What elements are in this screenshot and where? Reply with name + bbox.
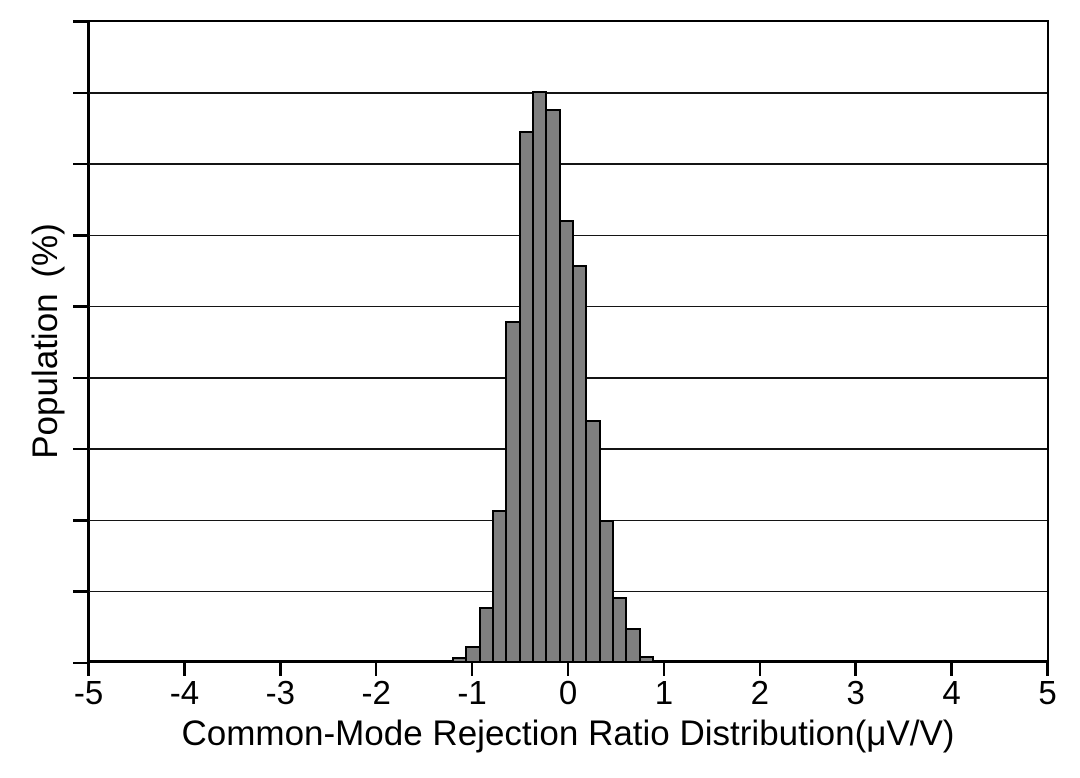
y-axis-tick: [73, 376, 87, 380]
x-axis-tick-label: -1: [457, 674, 487, 711]
x-axis-tick-label: 5: [1038, 674, 1057, 711]
x-axis-tick: [87, 662, 90, 676]
y-axis-tick: [73, 91, 87, 95]
x-axis-tick-label: 2: [750, 674, 769, 711]
y-axis-tick: [73, 162, 87, 166]
x-axis-title: Common-Mode Rejection Ratio Distribution…: [181, 714, 955, 753]
x-axis-tick-label: -4: [169, 674, 200, 711]
y-axis-tick: [73, 519, 87, 522]
x-axis-tick-label: -3: [265, 674, 295, 711]
y-axis-tick: [73, 590, 87, 593]
y-axis-title: Population (%): [26, 223, 65, 459]
x-axis-tick-label: 4: [942, 674, 961, 711]
histogram-bar: [598, 519, 614, 663]
x-axis-tick-label: 0: [558, 674, 578, 711]
x-axis-tick: [279, 662, 282, 676]
y-gridline: [89, 92, 1047, 94]
x-axis-tick: [854, 662, 857, 676]
x-axis-tick: [374, 662, 378, 676]
y-gridline: [89, 163, 1047, 165]
histogram-bar: [625, 628, 641, 663]
y-axis-tick: [73, 305, 87, 308]
histogram-bar: [638, 655, 654, 663]
y-axis-tick: [73, 20, 87, 23]
x-axis-tick: [183, 662, 186, 676]
x-axis-tick: [470, 662, 474, 676]
y-axis-tick: [73, 447, 87, 451]
x-axis-tick-label: -5: [73, 674, 104, 711]
y-axis-tick: [73, 234, 87, 237]
x-axis-tick-label: -2: [361, 674, 391, 711]
x-axis-tick-label: 1: [654, 674, 674, 711]
x-axis-tick: [758, 662, 762, 676]
x-axis-tick: [566, 662, 570, 676]
x-axis-tick: [662, 662, 666, 676]
x-axis-tick: [1046, 662, 1049, 676]
x-axis-tick: [950, 662, 953, 676]
y-axis-tick: [73, 661, 87, 665]
x-axis-tick-label: 3: [846, 674, 865, 711]
